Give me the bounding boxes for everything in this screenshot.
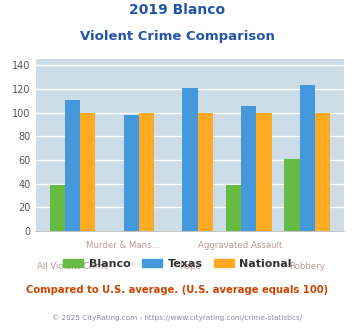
Text: 2019 Blanco: 2019 Blanco [130,3,225,17]
Bar [256,113,272,231]
Bar [300,85,315,231]
Bar [315,113,330,231]
Text: Murder & Mans...: Murder & Mans... [86,241,159,250]
Text: © 2025 CityRating.com - https://www.cityrating.com/crime-statistics/: © 2025 CityRating.com - https://www.city… [53,314,302,321]
Bar [284,159,300,231]
Bar [226,185,241,231]
Bar [241,106,256,231]
Bar [65,100,80,231]
Bar [50,185,65,231]
Text: Aggravated Assault: Aggravated Assault [198,241,282,250]
Bar [198,113,213,231]
Text: Rape: Rape [179,262,201,271]
Text: Compared to U.S. average. (U.S. average equals 100): Compared to U.S. average. (U.S. average … [26,285,329,295]
Text: Violent Crime Comparison: Violent Crime Comparison [80,30,275,43]
Bar [80,113,95,231]
Bar [139,113,154,231]
Bar [124,115,139,231]
Text: All Violent Crime: All Violent Crime [37,262,108,271]
Legend: Blanco, Texas, National: Blanco, Texas, National [59,255,296,274]
Text: Robbery: Robbery [289,262,325,271]
Bar [182,88,198,231]
